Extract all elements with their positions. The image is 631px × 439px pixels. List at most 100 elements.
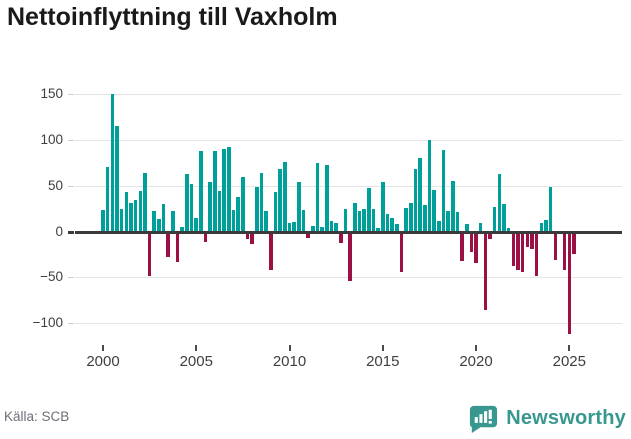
bar-2003Q2 bbox=[161, 203, 166, 232]
y-axis-tick bbox=[68, 93, 74, 95]
bar-2025Q2 bbox=[572, 231, 576, 255]
bar-2018Q3 bbox=[446, 211, 450, 232]
y-axis-label: 150 bbox=[40, 85, 63, 101]
x-axis-tick-2020 bbox=[475, 345, 478, 351]
bar-2008Q3 bbox=[259, 172, 264, 232]
bar-2001Q4 bbox=[133, 200, 138, 232]
bar-2021Q1 bbox=[492, 206, 497, 232]
y-axis-tick bbox=[68, 139, 74, 141]
bar-2013Q3 bbox=[353, 203, 357, 232]
bar-2011Q1 bbox=[306, 231, 310, 238]
x-axis-label-2000: 2000 bbox=[86, 353, 120, 370]
bar-2008Q2 bbox=[255, 187, 259, 232]
bar-2009Q3 bbox=[278, 169, 282, 232]
bar-2015Q1 bbox=[380, 181, 385, 232]
bar-2011Q4 bbox=[320, 226, 324, 232]
bar-2024Q1 bbox=[548, 187, 553, 232]
bar-2000Q2 bbox=[105, 167, 110, 232]
chart-title: Nettoinflyttning till Vaxholm bbox=[7, 3, 338, 31]
bar-2008Q4 bbox=[264, 211, 268, 232]
gridline-y-150 bbox=[75, 93, 622, 95]
bar-2010Q3 bbox=[297, 181, 301, 232]
source-attribution: Källa: SCB bbox=[4, 409, 70, 424]
bar-2005Q1 bbox=[194, 217, 199, 232]
bar-2012Q4 bbox=[339, 231, 343, 243]
bar-2010Q2 bbox=[292, 222, 296, 232]
bar-2024Q2 bbox=[553, 231, 558, 260]
y-axis-label: 100 bbox=[40, 131, 63, 147]
bar-2015Q2 bbox=[385, 214, 390, 232]
bar-2010Q1 bbox=[287, 223, 292, 232]
bar-2014Q2 bbox=[366, 188, 371, 232]
zero-axis-line bbox=[75, 230, 622, 234]
x-axis-tick-2010 bbox=[288, 345, 291, 351]
gridline-y--100 bbox=[75, 323, 622, 325]
bar-2018Q1 bbox=[436, 221, 441, 232]
x-axis-tick-2000 bbox=[102, 345, 104, 351]
gridline-y-50 bbox=[75, 185, 622, 187]
bar-2013Q4 bbox=[357, 211, 362, 232]
bar-2001Q1 bbox=[119, 209, 124, 232]
bar-2023Q3 bbox=[539, 223, 544, 232]
bar-2004Q3 bbox=[185, 173, 189, 232]
bar-2009Q1 bbox=[269, 231, 273, 271]
bar-2023Q1 bbox=[530, 231, 534, 249]
bar-2022Q4 bbox=[525, 231, 530, 248]
bar-2020Q4 bbox=[488, 231, 492, 239]
bar-2002Q3 bbox=[147, 231, 152, 276]
bar-2019Q3 bbox=[464, 224, 469, 232]
bar-2023Q2 bbox=[534, 231, 539, 277]
bar-2017Q4 bbox=[432, 190, 436, 232]
bar-2017Q2 bbox=[422, 204, 427, 232]
bar-chart-speech-bubble-icon bbox=[470, 405, 498, 433]
bar-2015Q3 bbox=[390, 217, 394, 232]
bar-2009Q2 bbox=[273, 192, 278, 232]
gridline-y-100 bbox=[75, 139, 622, 141]
bar-2016Q3 bbox=[408, 203, 413, 232]
bar-2016Q2 bbox=[404, 207, 408, 232]
bar-2006Q4 bbox=[227, 147, 231, 232]
bar-2011Q2 bbox=[311, 225, 315, 232]
bar-2004Q1 bbox=[175, 231, 180, 262]
bar-2005Q2 bbox=[199, 150, 203, 232]
bar-2002Q1 bbox=[138, 191, 143, 232]
bar-2017Q1 bbox=[418, 158, 422, 232]
bar-2016Q1 bbox=[399, 231, 404, 272]
y-axis-label: 0 bbox=[55, 223, 63, 239]
bar-2007Q3 bbox=[241, 177, 245, 232]
bar-2020Q2 bbox=[478, 223, 483, 232]
bar-2020Q3 bbox=[483, 231, 488, 310]
x-axis-label-2025: 2025 bbox=[552, 353, 586, 370]
newsworthy-wordmark: Newsworthy bbox=[506, 406, 626, 429]
bar-2007Q2 bbox=[236, 196, 241, 232]
bar-2010Q4 bbox=[301, 210, 306, 232]
bar-2002Q2 bbox=[143, 172, 147, 232]
bar-2006Q1 bbox=[213, 150, 217, 232]
bar-2018Q2 bbox=[441, 149, 446, 232]
y-axis-tick bbox=[68, 185, 74, 187]
y-axis-tick bbox=[68, 277, 74, 279]
bar-2021Q4 bbox=[506, 227, 511, 232]
x-axis-tick-2015 bbox=[381, 345, 384, 351]
bar-2000Q1 bbox=[101, 210, 105, 232]
bar-2012Q2 bbox=[329, 221, 334, 232]
x-axis-label-2020: 2020 bbox=[459, 353, 493, 370]
bar-2007Q4 bbox=[245, 231, 250, 239]
bar-2011Q3 bbox=[315, 162, 320, 232]
bar-2005Q3 bbox=[203, 231, 208, 242]
x-axis-label-2005: 2005 bbox=[179, 353, 213, 370]
bar-2019Q2 bbox=[460, 231, 464, 261]
bar-2021Q2 bbox=[497, 173, 502, 232]
bar-2013Q2 bbox=[348, 231, 352, 282]
bar-2005Q4 bbox=[208, 181, 213, 232]
plot-area: 150 100 50 0 −50 −100 2000 2005 2010 2015 2020 2025 bbox=[33, 85, 622, 370]
bar-2009Q4 bbox=[283, 161, 287, 232]
bar-2012Q1 bbox=[325, 165, 329, 232]
bar-2004Q4 bbox=[189, 183, 194, 232]
bar-2025Q1 bbox=[567, 231, 572, 335]
bar-2016Q4 bbox=[413, 169, 418, 232]
bar-2004Q2 bbox=[180, 226, 185, 232]
bar-2019Q4 bbox=[469, 231, 474, 252]
bar-2006Q3 bbox=[222, 148, 227, 232]
bar-2003Q1 bbox=[157, 218, 161, 232]
